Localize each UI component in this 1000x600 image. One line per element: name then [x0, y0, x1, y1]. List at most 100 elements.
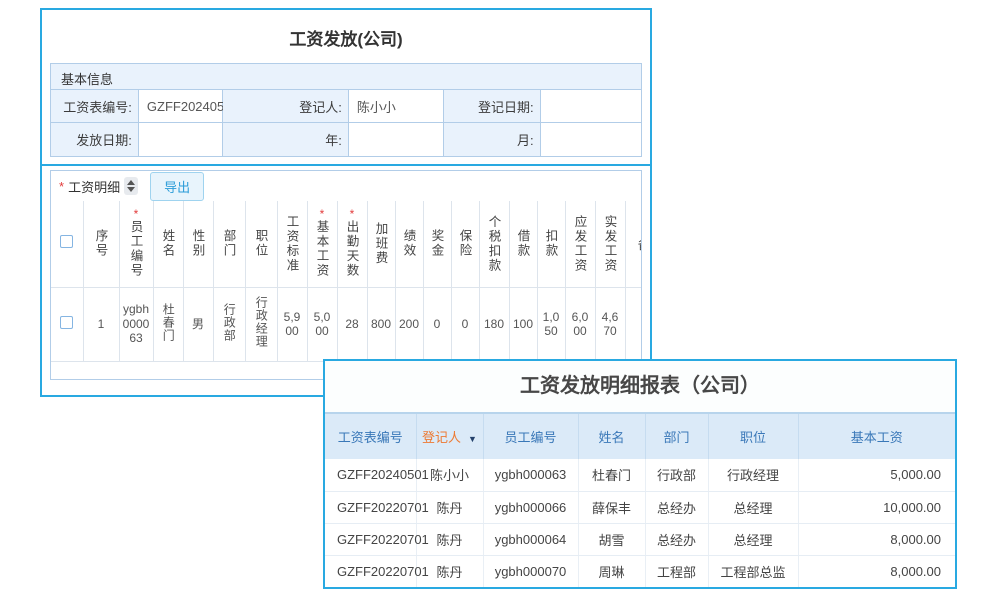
remark-cell	[624, 286, 641, 362]
year-label: 年:	[223, 123, 349, 156]
col-label: 应发工资	[572, 214, 587, 273]
col-label: 工资标准	[284, 214, 299, 273]
salary-detail-panel: * 工资明细 导出 序号	[50, 170, 642, 380]
export-button[interactable]: 导出	[150, 171, 205, 201]
year-field[interactable]	[348, 123, 444, 156]
performance-cell: 200	[394, 286, 424, 362]
payroll-no-link[interactable]: GZFF20220701	[325, 555, 429, 587]
col-header-performance: 绩效	[394, 201, 424, 288]
col-label: 姓名	[160, 229, 175, 259]
salary-detail-toolbar: * 工资明细 导出	[51, 171, 641, 201]
col-header-insurance: 保险	[450, 201, 480, 288]
report-row: GZFF20220701 陈丹 ygbh000070 周琳 工程部 工程部总监 …	[325, 555, 955, 587]
month-label: 月:	[443, 123, 541, 156]
sort-toggle-icon[interactable]	[124, 177, 139, 195]
col-header-remark: 备注	[624, 201, 641, 288]
report-header-row: 工资表编号 登记人 ▼ 员工编号 姓名 部门 职位 基本工资	[325, 412, 955, 459]
page-title: 工资发放(公司)	[289, 30, 403, 49]
base-salary-cell: 8,000.00	[890, 563, 941, 579]
col-header-net-pay: 实发工资	[594, 201, 626, 288]
gender-cell: 男	[182, 286, 214, 362]
payroll-no-field[interactable]: GZFF20240501	[138, 90, 239, 123]
col-label: 加班费	[373, 222, 388, 266]
month-field[interactable]	[540, 123, 641, 156]
employee-name-link[interactable]: 胡雪	[578, 523, 646, 556]
issue-date-label: 发放日期:	[51, 123, 139, 156]
report-col-emp-no: 员工编号	[483, 412, 579, 459]
base-salary-cell: 8,000.00	[798, 523, 955, 556]
dept-cell: 行政部	[645, 459, 709, 492]
col-header-bonus: 奖金	[422, 201, 452, 288]
report-col-dept: 部门	[645, 412, 709, 459]
employee-name-link[interactable]: 薛保丰	[578, 491, 646, 524]
col-header-seq: 序号	[82, 201, 120, 288]
registrant-cell: 陈丹	[416, 523, 484, 556]
col-header-salary-std: 工资标准	[276, 201, 308, 288]
emp-no-cell: ygbh000063	[483, 459, 579, 492]
overtime-cell: 800	[366, 286, 396, 362]
registrant-cell: 陈丹	[416, 555, 484, 587]
col-label: 保险	[457, 229, 472, 259]
required-asterisk: *	[59, 178, 65, 194]
row-select-cell	[51, 286, 84, 362]
issue-date-field[interactable]	[138, 123, 224, 156]
col-header-tax: 个税扣款	[478, 201, 510, 288]
loan-cell: 100	[508, 286, 538, 362]
emp-no-cell: ygbh000063	[118, 286, 154, 362]
col-header-attend-days: * 出勤天数	[336, 201, 368, 288]
col-label: 员工编号	[128, 220, 143, 279]
filter-dropdown-icon[interactable]: ▼	[468, 434, 477, 444]
report-row: GZFF20240501 陈小小 ygbh000063 杜春门 行政部 行政经理…	[325, 459, 955, 492]
base-salary-cell: 5,000	[306, 286, 338, 362]
col-label: 备注	[638, 234, 641, 253]
salary-detail-section: * 工资明细 导出 序号	[42, 166, 650, 388]
col-header-overtime: 加班费	[366, 201, 396, 288]
employee-name-link[interactable]: 杜春门	[578, 459, 646, 492]
name-cell: 杜春门	[152, 286, 184, 362]
employee-name-link[interactable]: 周琳	[578, 555, 646, 587]
position-cell: 行政经理	[708, 459, 799, 492]
req-marker: *	[319, 207, 325, 222]
payroll-no-link[interactable]: GZFF20240501	[325, 459, 429, 492]
report-row: GZFF20220701 陈丹 ygbh000066 薛保丰 总经办 总经理 1…	[325, 491, 955, 524]
report-col-name: 姓名	[578, 412, 646, 459]
net-pay-cell: 4,670	[594, 286, 626, 362]
dept-cell: 工程部	[645, 555, 709, 587]
col-label: 借款	[515, 229, 530, 259]
payroll-no-label: 工资表编号:	[51, 90, 139, 123]
salary-std-cell: 5,900	[276, 286, 308, 362]
report-col-registrant[interactable]: 登记人 ▼	[416, 412, 484, 459]
register-date-field[interactable]	[540, 90, 641, 123]
col-label: 奖金	[429, 229, 444, 259]
dept-cell: 总经办	[645, 491, 709, 524]
position-cell: 总经理	[708, 491, 799, 524]
dept-text: 行政部	[222, 302, 237, 342]
emp-no-cell: ygbh000066	[483, 491, 579, 524]
row-checkbox[interactable]	[60, 315, 74, 329]
report-col-payroll-no: 工资表编号	[325, 412, 417, 459]
registrant-cell: 陈小小	[416, 459, 484, 492]
basic-info-fields: 工资表编号: GZFF20240501 登记人: 陈小小 登记日期: 发放日期:…	[51, 90, 641, 156]
req-marker: *	[133, 207, 139, 222]
col-label: 扣款	[543, 229, 558, 259]
payroll-entry-top-section: 工资发放(公司) 基本信息 工资表编号: GZFF20240501 登记人: 陈…	[42, 25, 650, 157]
col-label: 职位	[253, 229, 268, 259]
position-cell: 总经理	[708, 523, 799, 556]
basic-info-header: 基本信息	[51, 64, 641, 90]
dept-cell: 行政部	[212, 286, 246, 362]
select-all-checkbox[interactable]	[60, 234, 74, 248]
payroll-report-table: 工资表编号 登记人 ▼ 员工编号 姓名 部门 职位 基本工资 GZFF202405…	[325, 412, 955, 587]
registrant-field[interactable]: 陈小小	[348, 90, 444, 123]
tax-cell: 180	[478, 286, 510, 362]
col-header-loan: 借款	[508, 201, 538, 288]
register-date-label: 登记日期:	[443, 90, 541, 123]
registrant-header-label: 登记人	[422, 430, 462, 445]
name-text: 杜春门	[161, 302, 176, 342]
col-header-gender: 性别	[182, 201, 214, 288]
payroll-no-link[interactable]: GZFF20220701	[325, 491, 429, 524]
base-salary-cell: 10,000.00	[798, 491, 955, 524]
payroll-report-window: 工资发放明细报表（公司） 工资表编号 登记人 ▼ 员工编号 姓名 部门 职位 基本…	[323, 359, 957, 589]
col-label: 性别	[190, 229, 205, 259]
payroll-no-link[interactable]: GZFF20220701	[325, 523, 429, 556]
col-label: 出勤天数	[344, 220, 359, 279]
